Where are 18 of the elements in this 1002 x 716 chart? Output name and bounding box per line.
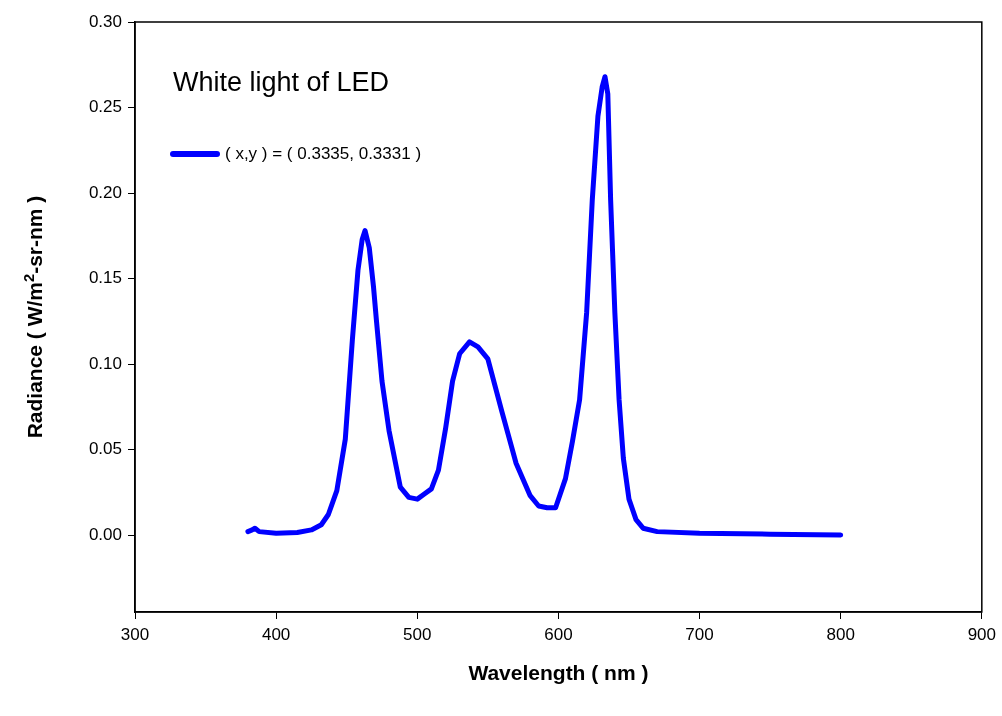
x-tick-label: 300: [120, 624, 150, 644]
x-tick-label: 600: [544, 624, 573, 644]
y-tick-label: 0.25: [88, 97, 122, 117]
y-tick-label: 0.00: [88, 524, 122, 544]
y-tick-label: 0.05: [88, 439, 122, 459]
legend-label: ( x,y ) = ( 0.3335, 0.3331 ): [225, 143, 422, 163]
y-tick-label: 0.10: [88, 353, 122, 373]
x-tick-label: 500: [403, 624, 432, 644]
x-tick-label: 400: [261, 624, 291, 644]
y-axis-title: Radiance ( W/m2-sr-nm ): [20, 195, 46, 439]
x-tick-label: 900: [967, 624, 997, 644]
x-axis-title: Wavelength ( nm ): [468, 661, 649, 684]
x-tick-label: 800: [826, 624, 855, 644]
annotation: White light of LED: [173, 67, 390, 98]
y-tick-label: 0.30: [88, 11, 122, 31]
y-tick-label: 0.20: [88, 182, 122, 202]
y-tick-label: 0.15: [88, 268, 122, 288]
x-tick-label: 700: [685, 624, 714, 644]
